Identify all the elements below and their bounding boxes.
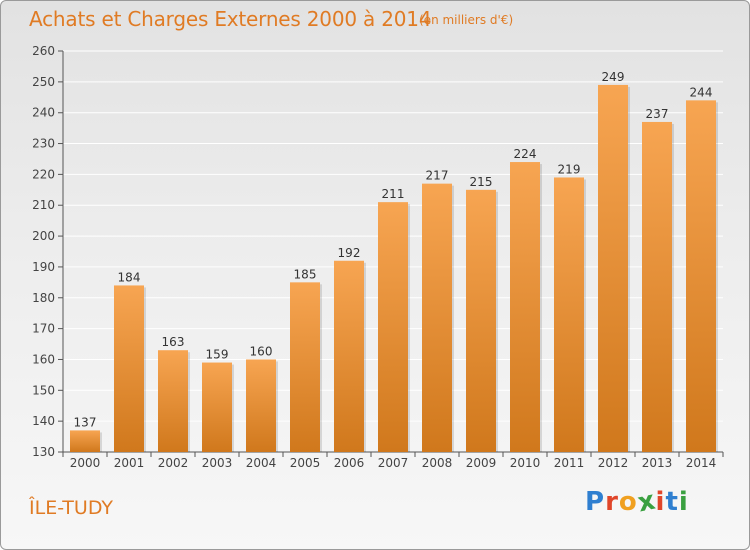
bar: [378, 202, 408, 452]
x-tick-label: 2009: [466, 456, 497, 470]
bar: [598, 84, 628, 452]
y-tick-label: 220: [32, 167, 55, 181]
logo-letter: i: [655, 487, 666, 517]
y-tick-label: 140: [32, 414, 55, 428]
y-tick-label: 240: [32, 106, 55, 120]
commune-name: ÎLE-TUDY: [29, 497, 114, 519]
logo-letter: t: [665, 487, 679, 517]
y-tick-label: 260: [32, 44, 55, 58]
data-label: 249: [602, 70, 625, 84]
data-label: 224: [514, 147, 537, 161]
x-tick-label: 2001: [114, 456, 145, 470]
logo-letter: P: [585, 487, 606, 517]
y-tick-label: 170: [32, 322, 55, 336]
x-tick-label: 2005: [290, 456, 321, 470]
x-tick-label: 2003: [202, 456, 233, 470]
bar: [202, 362, 232, 452]
y-tick-label: 160: [32, 352, 55, 366]
x-tick-label: 2000: [70, 456, 101, 470]
data-label: 185: [294, 267, 317, 281]
x-tick-label: 2011: [554, 456, 585, 470]
x-tick-label: 2010: [510, 456, 541, 470]
logo-letter: r: [605, 487, 619, 517]
x-tick-label: 2002: [158, 456, 189, 470]
y-tick-label: 190: [32, 260, 55, 274]
bar: [422, 183, 452, 452]
data-label: 244: [690, 85, 713, 99]
data-label: 159: [206, 348, 229, 362]
data-labels: 137 184 163 159 160 185 192 211 217 215 224 219 249 2…: [74, 70, 713, 429]
data-label: 184: [118, 270, 141, 284]
y-tick-label: 130: [32, 445, 55, 459]
y-tick-label: 200: [32, 229, 55, 243]
logo-letter: o: [618, 487, 638, 517]
y-tick-label: 210: [32, 198, 55, 212]
bar: [554, 177, 584, 452]
proxiti-logo: Proxiti: [585, 485, 689, 518]
data-label: 137: [74, 415, 97, 429]
data-label: 215: [470, 175, 493, 189]
chart-subtitle: (en milliers d'€): [419, 13, 514, 27]
bar: [114, 285, 144, 452]
bar: [466, 189, 496, 453]
axes: 130 140 150 160 170 180 190 200 210 220 230 240 250 2…: [32, 44, 724, 470]
logo-letter: i: [678, 487, 689, 517]
bar: [290, 282, 320, 452]
bars: [70, 84, 718, 453]
x-tick-label: 2013: [642, 456, 673, 470]
bar: [246, 359, 276, 452]
data-label: 192: [338, 246, 361, 260]
bar: [510, 162, 540, 453]
x-tick-label: 2012: [598, 456, 629, 470]
bar: [70, 430, 100, 452]
chart-title: Achats et Charges Externes 2000 à 2014: [29, 7, 432, 31]
data-label: 217: [426, 169, 449, 183]
x-tick-label: 2014: [686, 456, 717, 470]
x-tick-label: 2007: [378, 456, 409, 470]
bar: [686, 100, 716, 452]
y-tick-label: 230: [32, 137, 55, 151]
x-tick-label: 2004: [246, 456, 277, 470]
y-tick-label: 250: [32, 75, 55, 89]
x-tick-label: 2006: [334, 456, 365, 470]
data-label: 219: [558, 162, 581, 176]
y-tick-label: 150: [32, 383, 55, 397]
bar: [158, 350, 188, 452]
data-label: 237: [646, 107, 669, 121]
data-label: 163: [162, 335, 185, 349]
data-label: 160: [250, 344, 273, 358]
bar: [334, 260, 364, 452]
y-tick-label: 180: [32, 291, 55, 305]
data-label: 211: [382, 187, 405, 201]
x-tick-label: 2008: [422, 456, 453, 470]
bar: [642, 121, 672, 452]
